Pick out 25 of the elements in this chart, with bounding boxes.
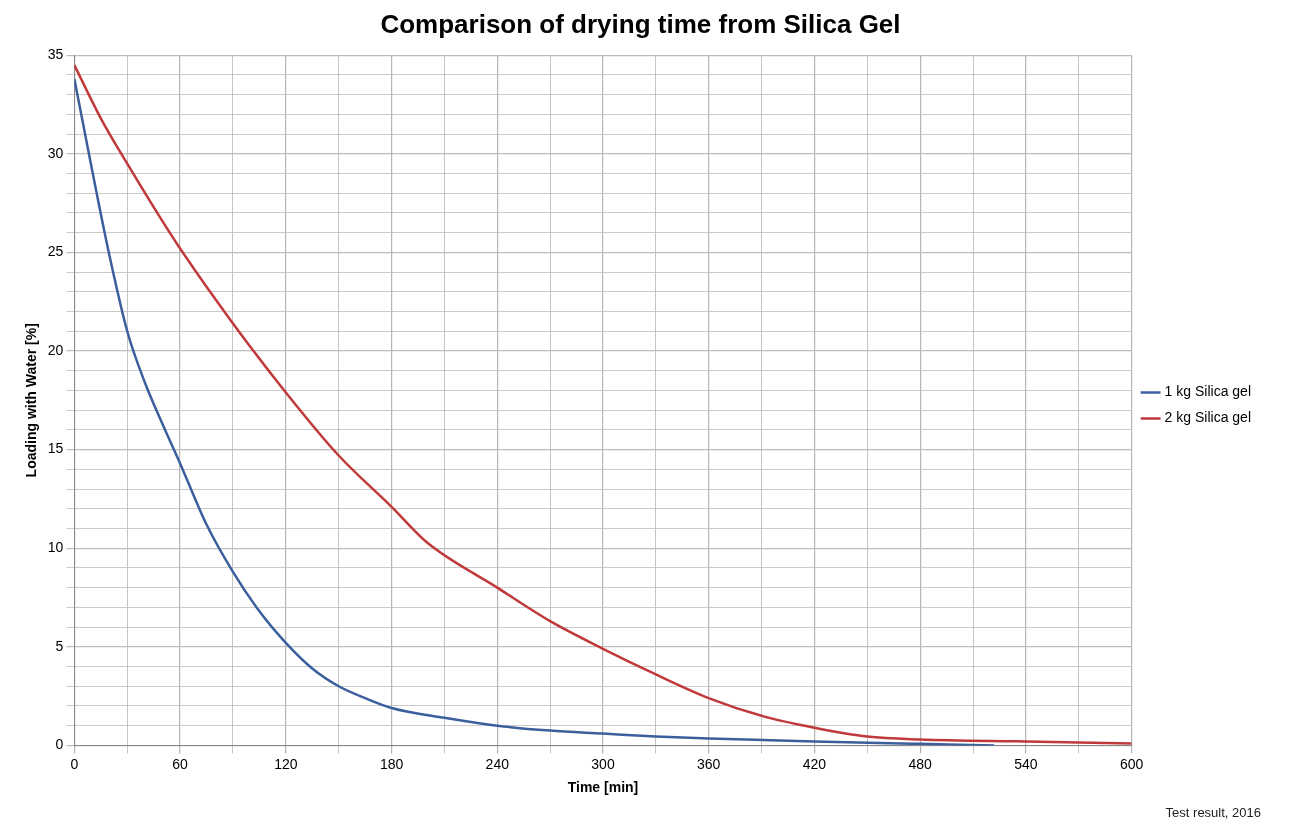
x-tick-label: 420 — [802, 755, 827, 772]
x-axis-title: Time [min] — [567, 779, 639, 796]
x-tick-label: 540 — [1014, 755, 1038, 772]
legend-label: 2 kg Silica gel — [1164, 409, 1252, 426]
legend-label: 1 kg Silica gel — [1164, 383, 1252, 400]
y-tick-label: 15 — [47, 440, 64, 457]
x-tick-label: 600 — [1119, 755, 1144, 772]
y-tick-label: 20 — [47, 341, 64, 358]
y-tick-label: 0 — [55, 736, 64, 753]
x-tick-label: 0 — [70, 755, 79, 772]
x-tick-label: 480 — [908, 755, 933, 772]
y-tick-label: 5 — [55, 637, 64, 654]
y-tick-label: 30 — [47, 144, 64, 161]
x-tick-label: 360 — [697, 755, 721, 772]
x-tick-label: 180 — [379, 755, 404, 772]
y-tick-label: 10 — [47, 539, 64, 556]
x-tick-label: 240 — [485, 755, 510, 772]
chart-title: Comparison of drying time from Silica Gel — [380, 8, 901, 39]
y-tick-label: 35 — [47, 46, 64, 63]
x-tick-label: 120 — [274, 755, 298, 772]
y-tick-label: 25 — [47, 243, 64, 260]
text: Test result, 2016 — [1165, 805, 1261, 820]
x-tick-label: 300 — [591, 755, 615, 772]
x-tick-label: 60 — [172, 755, 189, 772]
y-axis-title: Loading with Water [%] — [23, 323, 40, 478]
